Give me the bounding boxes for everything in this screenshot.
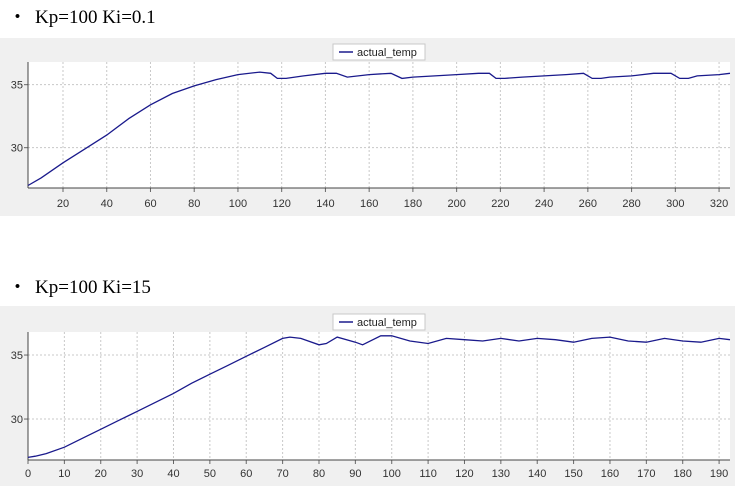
legend-box (332, 43, 426, 61)
y-tick-label: 35 (11, 350, 23, 362)
x-tick-label: 300 (666, 198, 684, 210)
x-tick-label: 10 (58, 468, 70, 480)
x-tick-label: 260 (579, 198, 597, 210)
x-tick-label: 40 (167, 468, 179, 480)
x-tick-label: 160 (601, 468, 619, 480)
x-tick-label: 80 (313, 468, 325, 480)
y-tick-label: 30 (11, 143, 23, 155)
x-tick-label: 30 (131, 468, 143, 480)
x-tick-label: 180 (404, 198, 422, 210)
x-tick-label: 280 (622, 198, 640, 210)
x-tick-label: 240 (535, 198, 553, 210)
x-tick-label: 80 (188, 198, 200, 210)
x-tick-label: 220 (491, 198, 509, 210)
x-tick-label: 160 (360, 198, 378, 210)
x-tick-label: 70 (276, 468, 288, 480)
bullet-mark: ・ (8, 277, 28, 298)
chart2-heading: ・ Kp=100 Ki=15 (8, 272, 151, 299)
legend-label: actual_temp (357, 47, 417, 59)
x-tick-label: 90 (349, 468, 361, 480)
x-tick-label: 0 (25, 468, 31, 480)
bullet-mark: ・ (8, 7, 28, 28)
x-tick-label: 120 (455, 468, 473, 480)
x-tick-label: 190 (710, 468, 728, 480)
x-tick-label: 200 (447, 198, 465, 210)
x-tick-label: 140 (528, 468, 546, 480)
x-tick-label: 150 (564, 468, 582, 480)
x-tick-label: 120 (273, 198, 291, 210)
x-tick-label: 140 (316, 198, 334, 210)
y-tick-label: 35 (11, 80, 23, 92)
series-line-actual-temp (27, 71, 731, 187)
actual-temp-chart-2: 0 10 20 30 40 50 60 70 80 90 100 110 120 130 140 150 160… (0, 306, 735, 486)
plot-area (28, 332, 730, 460)
x-tick-label: 170 (637, 468, 655, 480)
x-tick-label: 130 (492, 468, 510, 480)
series-line-actual-temp (27, 335, 731, 459)
chart2-heading-text: Kp=100 Ki=15 (35, 277, 151, 298)
x-tick-label: 100 (383, 468, 401, 480)
chart1-heading: ・ Kp=100 Ki=0.1 (8, 2, 156, 29)
chart1-heading-text: Kp=100 Ki=0.1 (35, 7, 156, 28)
plot-area (28, 62, 730, 188)
chart-legend: actual_temp (332, 313, 426, 331)
x-tick-label: 110 (419, 468, 437, 480)
x-tick-label: 60 (240, 468, 252, 480)
legend-box (332, 313, 426, 331)
legend-label: actual_temp (357, 317, 417, 329)
x-tick-label: 20 (57, 198, 69, 210)
x-tick-label: 40 (101, 198, 113, 210)
x-tick-label: 320 (710, 198, 728, 210)
x-tick-label: 180 (674, 468, 692, 480)
y-tick-label: 30 (11, 414, 23, 426)
chart-legend: actual_temp (332, 43, 426, 61)
actual-temp-chart-1: 20 40 60 80 100 120 140 160 180 200 220 240 260 280 30… (0, 38, 735, 216)
x-tick-label: 100 (229, 198, 247, 210)
x-tick-label: 50 (204, 468, 216, 480)
x-tick-label: 60 (144, 198, 156, 210)
x-tick-label: 20 (95, 468, 107, 480)
